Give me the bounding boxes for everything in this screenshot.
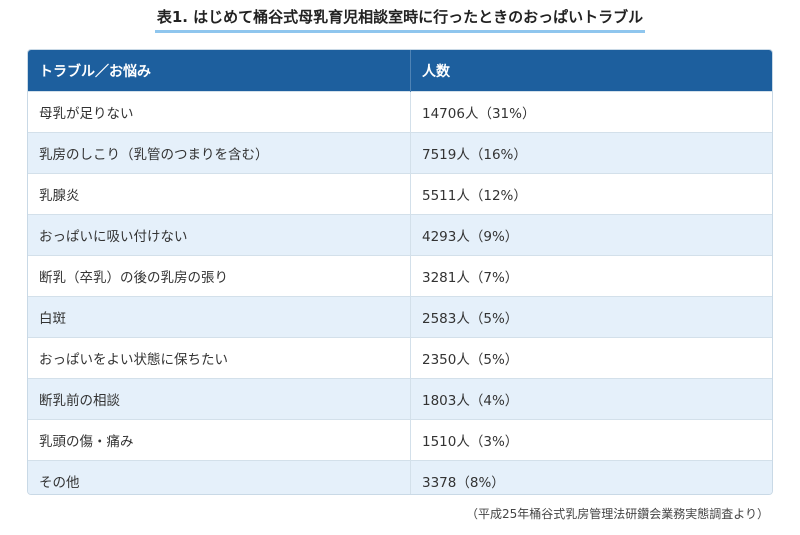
page-title: 表1. はじめて桶谷式母乳育児相談室時に行ったときのおっぱいトラブル [154, 6, 646, 33]
trouble-cell: 白斑 [28, 296, 411, 338]
count-cell: 2583人（5%） [410, 296, 772, 338]
count-cell: 14706人（31%） [410, 91, 772, 133]
trouble-cell: おっぱいに吸い付けない [28, 214, 411, 256]
table-header-row: トラブル／お悩み 人数 [28, 50, 772, 92]
trouble-cell: おっぱいをよい状態に保ちたい [28, 337, 411, 379]
trouble-cell: 断乳（卒乳）の後の乳房の張り [28, 255, 411, 297]
column-header-count: 人数 [410, 50, 772, 92]
count-cell: 1510人（3%） [410, 419, 772, 461]
table-row: 断乳（卒乳）の後の乳房の張り 3281人（7%） [28, 255, 772, 297]
table-row: 白斑 2583人（5%） [28, 296, 772, 338]
count-cell: 3281人（7%） [410, 255, 772, 297]
title-wrap: 表1. はじめて桶谷式母乳育児相談室時に行ったときのおっぱいトラブル [0, 6, 800, 33]
count-cell: 2350人（5%） [410, 337, 772, 379]
table-row: 乳腺炎 5511人（12%） [28, 173, 772, 215]
trouble-table: トラブル／お悩み 人数 母乳が足りない 14706人（31%） 乳房のしこり（乳… [28, 50, 772, 494]
trouble-cell: 乳房のしこり（乳管のつまりを含む） [28, 132, 411, 174]
table-row: おっぱいに吸い付けない 4293人（9%） [28, 214, 772, 256]
table-row: 乳房のしこり（乳管のつまりを含む） 7519人（16%） [28, 132, 772, 174]
count-cell: 4293人（9%） [410, 214, 772, 256]
trouble-table-container: トラブル／お悩み 人数 母乳が足りない 14706人（31%） 乳房のしこり（乳… [27, 49, 773, 495]
trouble-cell: 乳腺炎 [28, 173, 411, 215]
count-cell: 1803人（4%） [410, 378, 772, 420]
trouble-cell: 乳頭の傷・痛み [28, 419, 411, 461]
count-cell: 3378（8%） [410, 460, 772, 494]
trouble-cell: 母乳が足りない [28, 91, 411, 133]
trouble-cell: その他 [28, 460, 411, 494]
count-cell: 7519人（16%） [410, 132, 772, 174]
table-row: 断乳前の相談 1803人（4%） [28, 378, 772, 420]
table-row: おっぱいをよい状態に保ちたい 2350人（5%） [28, 337, 772, 379]
column-header-trouble: トラブル／お悩み [28, 50, 411, 92]
source-note: （平成25年桶谷式乳房管理法研鑽会業務実態調査より） [465, 507, 769, 521]
table-row: その他 3378（8%） [28, 460, 772, 494]
trouble-cell: 断乳前の相談 [28, 378, 411, 420]
table-row: 母乳が足りない 14706人（31%） [28, 91, 772, 133]
count-cell: 5511人（12%） [410, 173, 772, 215]
table-row: 乳頭の傷・痛み 1510人（3%） [28, 419, 772, 461]
